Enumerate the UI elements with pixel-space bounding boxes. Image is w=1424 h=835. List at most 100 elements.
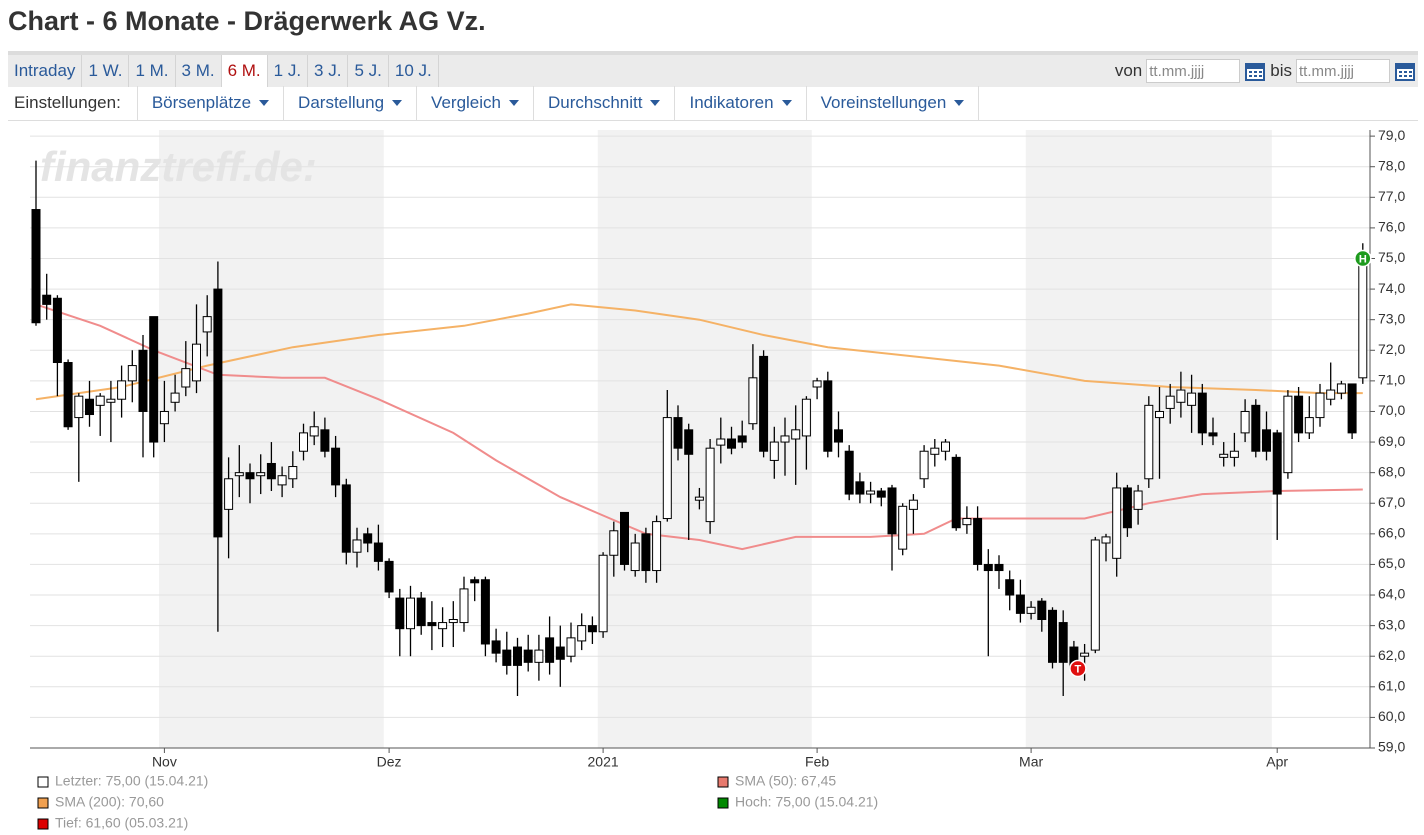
y-tick-label: 74,0 <box>1378 280 1405 296</box>
moving-average-line <box>35 303 1363 551</box>
x-tick-label: Mar <box>1019 754 1043 770</box>
candle-body <box>1294 395 1304 434</box>
candle-body <box>42 294 52 305</box>
candle-body <box>341 484 351 553</box>
candle-body <box>855 481 865 495</box>
y-tick-label: 78,0 <box>1378 157 1405 173</box>
candle-body <box>898 505 908 550</box>
x-tick-label: Apr <box>1266 754 1288 770</box>
legend-label: Hoch: 75,00 (15.04.21) <box>735 794 878 810</box>
candle-body <box>566 637 576 657</box>
candle-body <box>1155 410 1164 419</box>
candle-body <box>812 380 822 388</box>
candle-body <box>994 563 1004 572</box>
y-tick-label: 62,0 <box>1378 647 1405 663</box>
candle-body <box>1229 450 1239 458</box>
candle-body <box>363 533 373 544</box>
candle-body <box>1133 490 1143 510</box>
candle-body <box>331 447 341 486</box>
candle-body <box>844 450 854 495</box>
candle-body <box>1304 417 1314 434</box>
candle-body <box>1122 487 1132 529</box>
candle-body <box>534 649 544 663</box>
candle-body <box>117 380 127 400</box>
period-tab[interactable]: 1 J. <box>268 55 309 87</box>
candle-body <box>941 441 950 452</box>
settings-menu[interactable]: Voreinstellungen <box>807 86 980 120</box>
to-input[interactable]: tt.mm.jjjj <box>1296 59 1390 83</box>
candle-body <box>876 490 886 498</box>
y-tick-label: 61,0 <box>1378 678 1405 694</box>
candle-body <box>192 343 201 382</box>
candle-body <box>52 297 62 364</box>
candle-body <box>801 398 811 437</box>
candle-body <box>587 625 597 633</box>
candle-body <box>395 597 405 630</box>
period-tab[interactable]: 6 M. <box>221 55 268 87</box>
period-tab[interactable]: 10 J. <box>389 55 439 87</box>
candle-body <box>502 649 512 666</box>
candle-body <box>1326 389 1336 400</box>
candle-body <box>149 316 159 443</box>
month-band <box>597 130 812 748</box>
candle-body <box>85 398 94 416</box>
candle-body <box>523 649 533 663</box>
candle-body <box>1144 404 1154 480</box>
candle-body <box>748 377 758 425</box>
period-tab[interactable]: 5 J. <box>348 55 389 87</box>
candle-body <box>652 521 662 572</box>
candle-body <box>1058 622 1068 663</box>
settings-menu[interactable]: Darstellung <box>284 86 418 120</box>
legend-label: Letzter: 75,00 (15.04.21) <box>55 773 208 789</box>
candle-body <box>908 499 918 510</box>
candle-body <box>1315 392 1325 419</box>
y-tick-label: 73,0 <box>1378 310 1405 326</box>
candle-body <box>577 625 587 642</box>
settings-menu[interactable]: Durchschnitt <box>534 86 676 120</box>
candle-body <box>641 533 651 572</box>
candle-body <box>234 472 244 477</box>
legend-label: Tief: 61,60 (05.03.21) <box>55 815 188 831</box>
calendar-icon[interactable] <box>1244 60 1266 82</box>
candle-body <box>416 597 426 627</box>
y-tick-label: 77,0 <box>1378 188 1405 204</box>
candle-body <box>598 554 608 633</box>
candle-body <box>213 288 223 538</box>
candle-body <box>609 530 619 556</box>
settings-label: Einstellungen: <box>8 86 138 120</box>
candle-body <box>1187 392 1197 406</box>
calendar-icon[interactable] <box>1394 60 1416 82</box>
candle-body <box>448 619 458 624</box>
from-label: von <box>1114 61 1143 80</box>
candle-body <box>1101 536 1111 544</box>
y-tick-label: 68,0 <box>1378 463 1405 479</box>
candle-body <box>684 429 694 455</box>
candle-body <box>545 637 555 663</box>
candle-body <box>737 435 747 443</box>
period-tab[interactable]: 1 M. <box>129 55 176 87</box>
candle-body <box>480 579 490 645</box>
period-tab[interactable]: Intraday <box>8 55 83 87</box>
candle-body <box>1048 609 1057 663</box>
candle-body <box>373 542 383 562</box>
candle-body <box>470 579 480 584</box>
to-label: bis <box>1270 61 1292 80</box>
high-marker-label: H <box>1359 253 1367 265</box>
period-tab[interactable]: 1 W. <box>82 55 130 87</box>
settings-menu[interactable]: Vergleich <box>417 86 534 120</box>
period-tab[interactable]: 3 M. <box>176 55 222 87</box>
settings-menu[interactable]: Indikatoren <box>675 86 807 120</box>
period-tab[interactable]: 3 J. <box>308 55 349 87</box>
legend-swatch <box>717 797 729 809</box>
candle-body <box>491 640 501 654</box>
candle-body <box>320 429 330 452</box>
y-tick-label: 66,0 <box>1378 525 1405 541</box>
candle-body <box>780 435 790 443</box>
candle-body <box>694 496 704 501</box>
candle-body <box>256 472 266 477</box>
from-input[interactable]: tt.mm.jjjj <box>1146 59 1241 83</box>
candle-body <box>406 597 415 630</box>
settings-menu[interactable]: Börsenplätze <box>138 86 285 120</box>
candle-body <box>31 209 41 324</box>
candle-body <box>266 462 276 480</box>
